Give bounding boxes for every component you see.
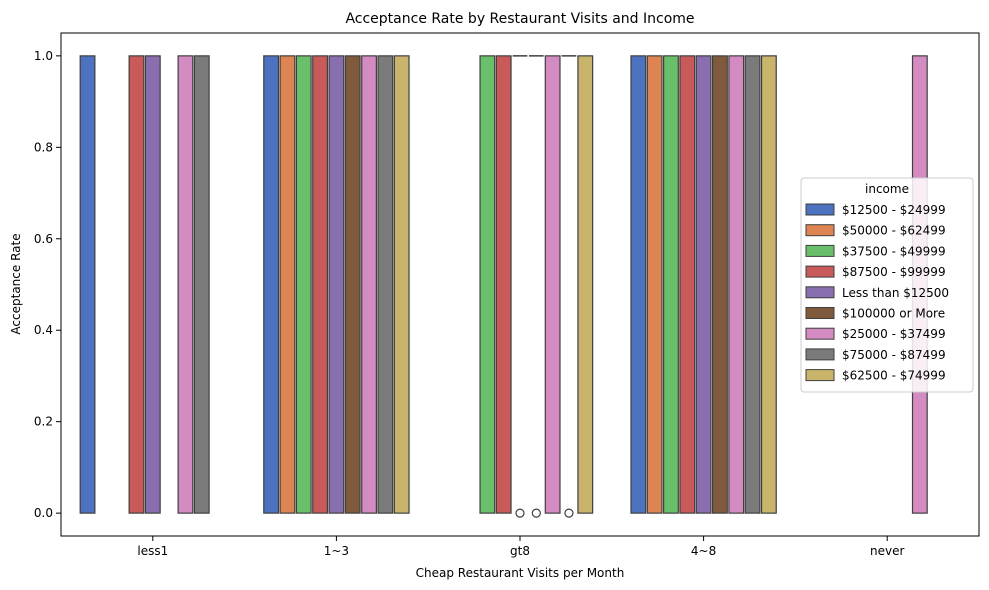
box-1-2 (295, 55, 312, 514)
legend-label-3: $87500 - $99999 (842, 265, 946, 279)
box-3-4 (695, 55, 712, 514)
box-1-7 (377, 55, 394, 514)
box-1-6 (361, 55, 377, 514)
box-1-0 (263, 55, 280, 514)
legend-label-8: $62500 - $74999 (842, 369, 946, 383)
legend-label-7: $75000 - $87499 (842, 348, 946, 362)
legend-swatch-7 (805, 348, 835, 361)
box-2-6 (544, 55, 561, 514)
box-3-0 (630, 55, 647, 514)
box-2-3 (495, 55, 512, 514)
y-tick-label-2: 0.4 (34, 323, 53, 337)
legend-swatch-4 (805, 286, 835, 299)
box-0-0 (79, 55, 96, 514)
box-3-8 (760, 55, 777, 514)
y-tick-label-3: 0.6 (34, 232, 53, 246)
plot-area (79, 55, 928, 518)
legend-swatch-6 (805, 327, 835, 340)
box-0-4 (144, 55, 161, 514)
x-axis-label: Cheap Restaurant Visits per Month (416, 566, 625, 580)
x-tick-label-0: less1 (137, 544, 168, 558)
legend-frame (800, 177, 974, 393)
y-tick-label-0: 0.0 (34, 506, 53, 520)
legend-label-6: $25000 - $37499 (842, 327, 946, 341)
y-tick-label-5: 1.0 (34, 49, 53, 63)
box-2-8 (577, 55, 594, 514)
legend-swatch-3 (805, 265, 835, 278)
x-tick-label-4: never (870, 544, 904, 558)
y-axis-label: Acceptance Rate (9, 233, 23, 334)
outlier-2-5-0 (531, 508, 541, 518)
box-0-6 (177, 55, 194, 514)
box-3-7 (744, 55, 761, 514)
legend-label-1: $50000 - $62499 (842, 224, 946, 238)
box-0-7 (193, 55, 210, 514)
box-3-5 (711, 55, 728, 514)
x-tick-label-2: gt8 (510, 544, 530, 558)
box-3-2 (663, 55, 679, 514)
box-3-3 (679, 55, 696, 514)
box-1-1 (279, 55, 296, 514)
legend-label-5: $100000 or More (842, 307, 945, 321)
legend-swatch-8 (805, 369, 835, 382)
box-1-4 (328, 55, 345, 514)
legend-label-4: Less than $12500 (842, 286, 949, 300)
outlier-2-4-0 (515, 508, 525, 518)
y-tick-label-4: 0.8 (34, 140, 53, 154)
box-1-5 (344, 55, 361, 514)
box-1-8 (393, 55, 410, 514)
legend-swatch-2 (805, 244, 835, 257)
legend-swatch-0 (805, 203, 835, 216)
x-axis: less1 1~3 gt8 4~8 never (137, 536, 904, 558)
box-2-2 (479, 55, 496, 514)
x-tick-label-3: 4~8 (691, 544, 716, 558)
chart-title: Acceptance Rate by Restaurant Visits and… (345, 11, 694, 27)
box-3-6 (728, 55, 745, 514)
box-3-1 (646, 55, 663, 514)
legend-title: income (865, 182, 909, 196)
y-axis: 0.0 0.2 0.4 0.6 0.8 1.0 (34, 49, 61, 520)
legend-items: $12500 - $24999 $50000 - $62499 $37500 - $… (805, 203, 949, 383)
legend-swatch-5 (805, 307, 835, 319)
legend-label-0: $12500 - $24999 (842, 203, 946, 217)
legend-swatch-1 (805, 224, 835, 237)
legend-label-2: $37500 - $49999 (842, 244, 946, 258)
box-1-3 (312, 55, 329, 514)
x-tick-label-1: 1~3 (324, 544, 349, 558)
legend: income $12500 - $24999 $50000 - $62499 $37… (800, 177, 974, 393)
y-tick-label-1: 0.2 (34, 415, 53, 429)
box-0-3 (128, 55, 145, 514)
outlier-2-7-0 (564, 508, 574, 518)
